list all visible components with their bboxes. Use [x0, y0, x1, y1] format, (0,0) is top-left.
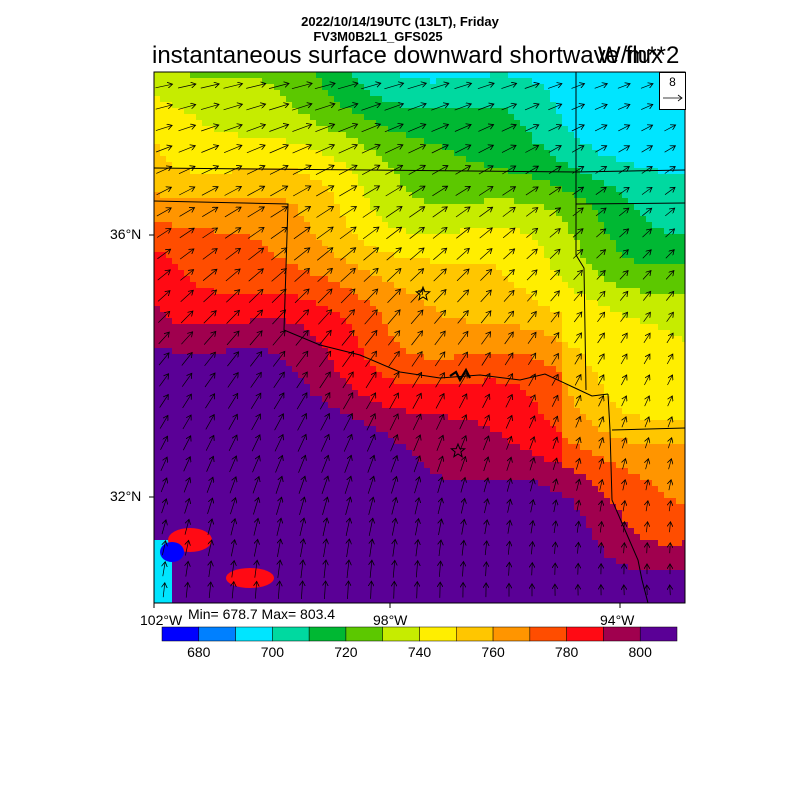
- colorbar-tick-label: 760: [481, 644, 505, 660]
- shortwave-flux-field: [154, 72, 685, 603]
- field-title: instantaneous surface downward shortwave…: [152, 42, 663, 69]
- colorbar-tick-label: 680: [187, 644, 211, 660]
- valid-time-line: 2022/10/14/19UTC (13LT), Friday: [301, 14, 499, 29]
- colorbar-tick-label: 720: [334, 644, 358, 660]
- colorbar-tick-label: 740: [407, 644, 432, 660]
- min-max-stats: Min= 678.7 Max= 803.4: [188, 606, 336, 622]
- lon-label-98w: 98°W: [373, 612, 408, 628]
- axis-ticks: [149, 234, 621, 608]
- city-star-north: [414, 285, 432, 301]
- colorbar-tick-label: 700: [260, 644, 285, 660]
- colorbar-tick-label: 780: [554, 644, 579, 660]
- lat-label-36n: 36°N: [110, 226, 142, 242]
- lat-label-32n: 32°N: [110, 488, 142, 504]
- reference-vector-legend: 8: [659, 72, 686, 110]
- lon-label-102w: 102°W: [140, 612, 183, 628]
- lon-label-94w: 94°W: [600, 612, 635, 628]
- plot-frame: [153, 71, 686, 604]
- colorbar-tick-label: 800: [628, 644, 652, 660]
- wind-vectors: [155, 83, 677, 600]
- units-label: W/m**2: [598, 42, 680, 69]
- city-star-south: [449, 442, 467, 458]
- model-name-line: FV3M0B2L1_GFS025: [313, 29, 443, 44]
- reference-vector-label: 8: [669, 75, 676, 89]
